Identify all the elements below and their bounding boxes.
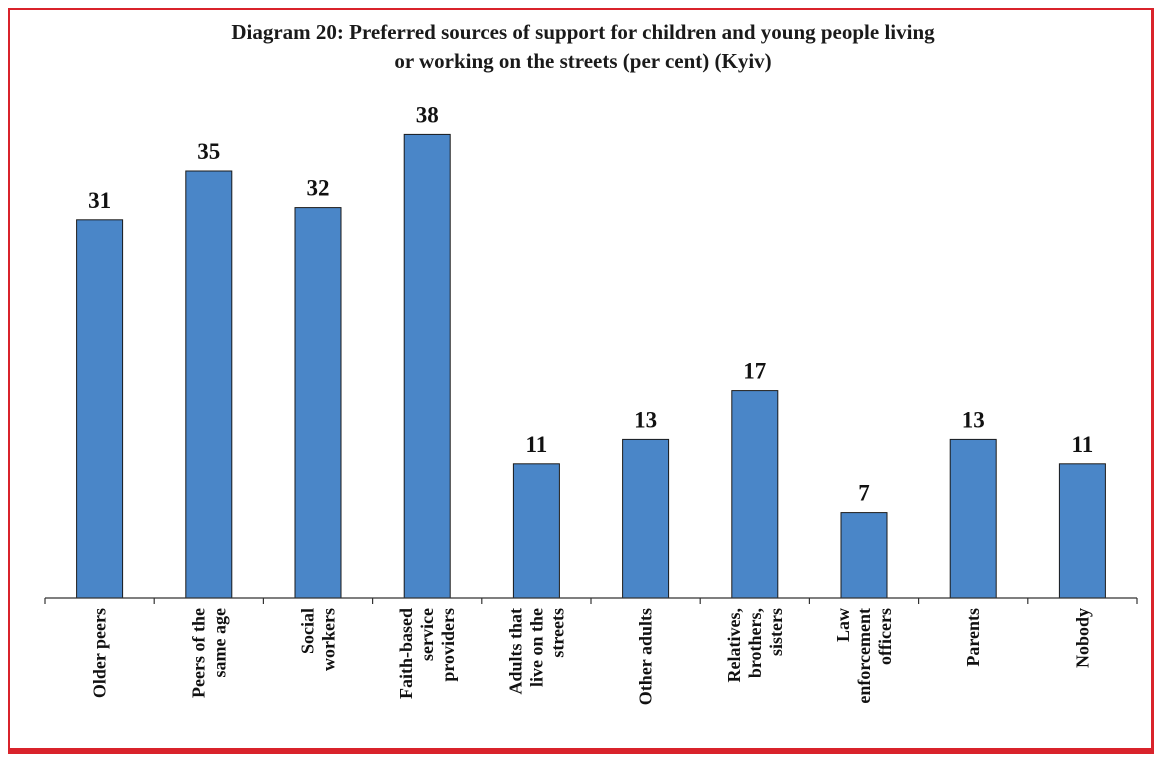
category-label-line: Peers of the <box>188 608 208 698</box>
data-label-1: 31 <box>88 188 111 213</box>
category-label-10: Nobody <box>1072 608 1092 668</box>
category-label-line: service <box>417 608 437 661</box>
category-label-line: Older peers <box>90 608 110 698</box>
category-label-2: Peers of the same age <box>188 608 229 698</box>
category-label-5: Adults that live on the streets <box>505 608 567 695</box>
data-label-2: 35 <box>197 139 220 164</box>
data-labels-group: 31 35 32 38 11 13 17 7 13 11 <box>88 102 1093 505</box>
category-label-3: Social workers <box>298 608 339 671</box>
category-label-line: Nobody <box>1072 608 1092 668</box>
category-label-4: Faith-based service providers <box>396 608 458 699</box>
category-label-line: enforcement <box>854 608 874 704</box>
bar-6 <box>622 438 670 599</box>
bars-group <box>76 133 1106 599</box>
chart-title-line-2: or working on the streets (per cent) (Ky… <box>394 49 772 73</box>
data-label-5: 11 <box>526 432 548 457</box>
category-label-line: Other adults <box>636 608 656 705</box>
category-label-line: providers <box>438 608 458 682</box>
category-label-line: brothers, <box>745 608 765 678</box>
category-label-8: Law enforcement officers <box>833 608 895 704</box>
bar-1 <box>76 219 124 599</box>
category-label-line: officers <box>875 608 895 665</box>
bar-9 <box>949 438 997 599</box>
category-label-line: Faith-based <box>396 608 416 699</box>
bar-3 <box>294 207 342 599</box>
category-label-7: Relatives, brothers, sisters <box>724 608 786 682</box>
category-label-line: sisters <box>766 608 786 656</box>
category-label-line: Law <box>833 608 853 642</box>
data-label-6: 13 <box>634 407 657 432</box>
category-label-line: Social <box>298 608 318 654</box>
bar-2 <box>185 170 233 599</box>
category-label-line: Adults that <box>505 608 525 695</box>
category-label-6: Other adults <box>636 608 656 705</box>
bar-7 <box>731 390 779 599</box>
x-axis <box>44 597 1138 604</box>
category-labels-group: Older peers Peers of the same age Social wor… <box>90 608 1093 705</box>
category-label-line: Relatives, <box>724 608 744 682</box>
category-label-line: streets <box>547 608 567 658</box>
chart-title: Diagram 20: Preferred sources of support… <box>10 18 1156 76</box>
data-label-8: 7 <box>858 481 870 506</box>
category-label-1: Older peers <box>90 608 110 698</box>
bar-4 <box>403 133 451 599</box>
data-label-3: 32 <box>307 176 330 201</box>
category-label-line: live on the <box>526 608 546 687</box>
bar-5 <box>512 463 560 599</box>
bar-8 <box>840 512 888 599</box>
category-label-line: workers <box>319 608 339 671</box>
bar-10 <box>1058 463 1106 599</box>
category-label-9: Parents <box>963 608 983 667</box>
data-label-10: 11 <box>1072 432 1094 457</box>
category-label-line: Parents <box>963 608 983 667</box>
data-label-4: 38 <box>416 102 439 127</box>
category-label-line: same age <box>209 608 229 677</box>
data-label-7: 17 <box>743 359 766 384</box>
chart-title-line-1: Diagram 20: Preferred sources of support… <box>231 20 935 44</box>
data-label-9: 13 <box>962 407 985 432</box>
